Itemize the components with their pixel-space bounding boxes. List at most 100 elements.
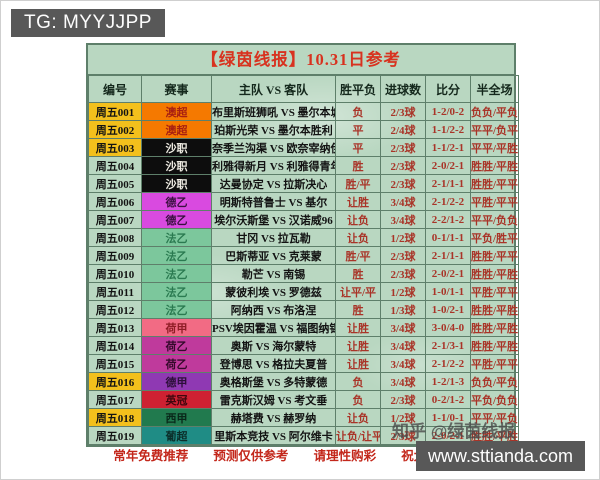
match-teams: 奥斯 VS 海尔蒙特 — [211, 336, 336, 355]
disclaimer-item: 常年免费推荐 — [113, 449, 189, 463]
result-pick: 让胜 — [335, 192, 381, 211]
halffull-pick: 胜胜/平平 — [470, 174, 519, 193]
result-pick: 让胜 — [335, 336, 381, 355]
match-number: 周五010 — [88, 264, 142, 283]
col-teams: 主队 VS 客队 — [211, 75, 336, 103]
goals-pick: 3/4球 — [380, 192, 426, 211]
goals-pick: 2/3球 — [380, 426, 426, 445]
league-badge: 荷乙 — [141, 354, 212, 373]
goals-pick: 2/3球 — [380, 156, 426, 175]
table-row: 周五015 荷乙 登博思 VS 格拉夫夏普 让胜 3/4球 2-1/2-2 平胜… — [88, 354, 519, 373]
table-row: 周五010 法乙 勒芒 VS 南锡 胜 2/3球 2-0/2-1 胜胜/平胜 — [88, 264, 519, 283]
match-number: 周五013 — [88, 318, 142, 337]
league-badge: 沙职 — [141, 138, 212, 157]
league-badge: 澳超 — [141, 102, 212, 121]
match-teams: 奥格斯堡 VS 多特蒙德 — [211, 372, 336, 391]
goals-pick: 3/4球 — [380, 372, 426, 391]
result-pick: 负 — [335, 372, 381, 391]
match-number: 周五004 — [88, 156, 142, 175]
telegram-handle-badge: TG: MYYJJPP — [11, 9, 165, 37]
table-row: 周五011 法乙 蒙彼利埃 VS 罗德兹 让平/平 1/2球 1-0/1-1 平… — [88, 282, 519, 301]
result-pick: 让负 — [335, 408, 381, 427]
zhihu-watermark: 知乎 @绿茵线报 — [392, 422, 516, 441]
league-badge: 英冠 — [141, 390, 212, 409]
match-number: 周五019 — [88, 426, 142, 445]
table-row: 周五001 澳超 布里斯班狮吼 VS 墨尔本城 负 2/3球 1-2/0-2 负… — [88, 102, 519, 121]
table-row: 周五009 法乙 巴斯蒂亚 VS 克莱蒙 胜/平 2/3球 2-1/1-1 胜胜… — [88, 246, 519, 265]
col-league: 赛事 — [141, 75, 212, 103]
league-badge: 沙职 — [141, 156, 212, 175]
league-badge: 德乙 — [141, 210, 212, 229]
disclaimer-item: 预测仅供参考 — [213, 449, 289, 463]
result-pick: 平 — [335, 138, 381, 157]
match-teams: 埃尔沃斯堡 VS 汉诺威96 — [211, 210, 336, 229]
halffull-pick: 胜胜/平平 — [470, 246, 519, 265]
result-pick: 负 — [335, 390, 381, 409]
result-pick: 让负 — [335, 210, 381, 229]
league-badge: 法乙 — [141, 246, 212, 265]
table-row: 周五002 澳超 珀斯光荣 VS 墨尔本胜利 平 2/4球 1-1/2-2 平平… — [88, 120, 519, 139]
match-number: 周五006 — [88, 192, 142, 211]
match-number: 周五016 — [88, 372, 142, 391]
website-badge: www.sttianda.com — [415, 441, 585, 471]
match-number: 周五007 — [88, 210, 142, 229]
sheet-title: 【绿茵线报】10.31日参考 — [88, 45, 514, 75]
match-number: 周五008 — [88, 228, 142, 247]
match-number: 周五003 — [88, 138, 142, 157]
result-pick: 胜 — [335, 264, 381, 283]
result-pick: 胜 — [335, 300, 381, 319]
score-pick: 2-1/3-1 — [425, 336, 471, 355]
match-teams: 达曼协定 VS 拉斯决心 — [211, 174, 336, 193]
match-teams: 利雅得新月 VS 利雅得青年 — [211, 156, 336, 175]
match-number: 周五014 — [88, 336, 142, 355]
score-pick: 1-1/2-2 — [425, 120, 471, 139]
score-pick: 2-0/2-1 — [425, 156, 471, 175]
score-pick: 1-0/1-1 — [425, 282, 471, 301]
halffull-pick: 平胜/平平 — [470, 192, 519, 211]
score-pick: 0-2/1-2 — [425, 390, 471, 409]
result-pick: 让胜 — [335, 318, 381, 337]
table-row: 周五006 德乙 明斯特普鲁士 VS 基尔 让胜 3/4球 2-1/2-2 平胜… — [88, 192, 519, 211]
score-pick: 0-1/1-1 — [425, 228, 471, 247]
score-pick: 2-1/2-2 — [425, 354, 471, 373]
table-row: 周五017 英冠 雷克斯汉姆 VS 考文垂 负 2/3球 0-2/1-2 平负/… — [88, 390, 519, 409]
tip-sheet: 【绿茵线报】10.31日参考 编号 赛事 主队 VS 客队 胜平负 进球数 比分… — [86, 43, 519, 463]
result-pick: 胜 — [335, 156, 381, 175]
goals-pick: 2/3球 — [380, 102, 426, 121]
match-number: 周五012 — [88, 300, 142, 319]
goals-pick: 3/4球 — [380, 354, 426, 373]
league-badge: 法乙 — [141, 282, 212, 301]
halffull-pick: 平平/平胜 — [470, 138, 519, 157]
table-row: 周五004 沙职 利雅得新月 VS 利雅得青年 胜 2/3球 2-0/2-1 胜… — [88, 156, 519, 175]
score-pick: 2-1/2-2 — [425, 192, 471, 211]
halffull-pick: 平平/负平 — [470, 120, 519, 139]
match-number: 周五018 — [88, 408, 142, 427]
match-teams: PSV埃因霍温 VS 福图纳锡塔德 — [211, 318, 336, 337]
score-pick: 1-1/0-1 — [425, 408, 471, 427]
col-result: 胜平负 — [335, 75, 381, 103]
match-teams: 布里斯班狮吼 VS 墨尔本城 — [211, 102, 336, 121]
goals-pick: 2/3球 — [380, 246, 426, 265]
table-row: 周五013 荷甲 PSV埃因霍温 VS 福图纳锡塔德 让胜 3/4球 3-0/4… — [88, 318, 519, 337]
score-pick: 2-0/2-1 — [425, 264, 471, 283]
table-row: 周五014 荷乙 奥斯 VS 海尔蒙特 让胜 3/4球 2-1/3-1 胜胜/平… — [88, 336, 519, 355]
goals-pick: 2/3球 — [380, 264, 426, 283]
result-pick: 负 — [335, 102, 381, 121]
match-number: 周五017 — [88, 390, 142, 409]
result-pick: 胜/平 — [335, 246, 381, 265]
result-pick: 平 — [335, 120, 381, 139]
halffull-pick: 平胜/平平 — [470, 282, 519, 301]
halffull-pick: 负负/平负 — [470, 372, 519, 391]
goals-pick: 2/3球 — [380, 390, 426, 409]
halffull-pick: 胜胜/平胜 — [470, 336, 519, 355]
result-pick: 胜/平 — [335, 174, 381, 193]
match-teams: 雷克斯汉姆 VS 考文垂 — [211, 390, 336, 409]
match-number: 周五001 — [88, 102, 142, 121]
score-pick: 2-1/1-1 — [425, 174, 471, 193]
score-pick: 1-2/1-3 — [425, 372, 471, 391]
league-badge: 澳超 — [141, 120, 212, 139]
halffull-pick: 胜胜/平胜 — [470, 300, 519, 319]
league-badge: 沙职 — [141, 174, 212, 193]
col-halffull: 半全场 — [470, 75, 519, 103]
